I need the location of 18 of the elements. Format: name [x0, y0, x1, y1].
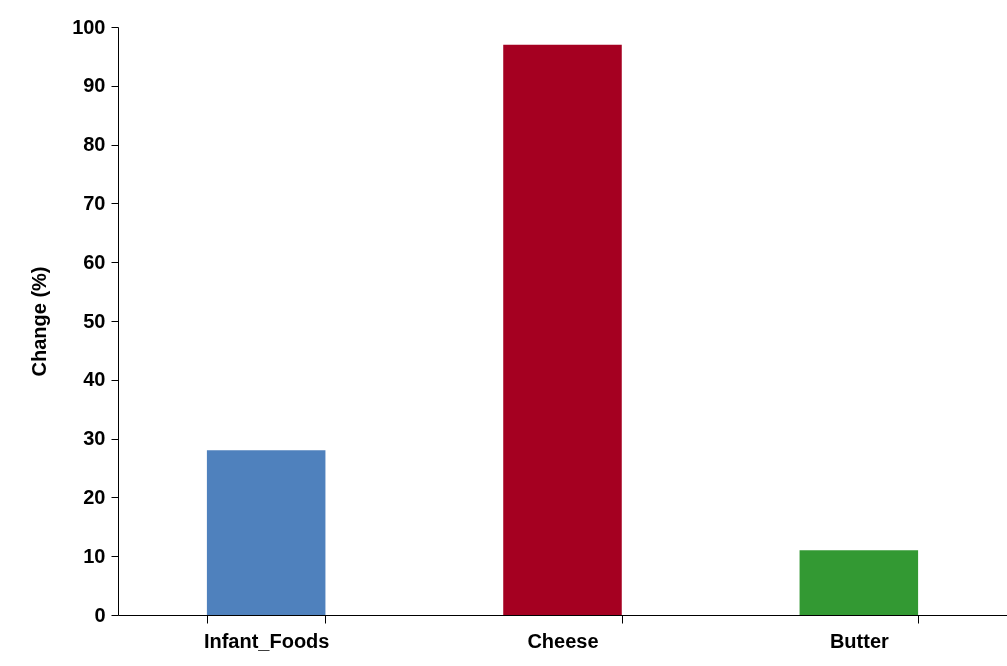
- y-axis-title: Change (%): [28, 266, 51, 377]
- y-tick-label: 0: [94, 603, 106, 626]
- bar: [799, 550, 919, 615]
- y-tick-label: 70: [83, 191, 106, 214]
- x-tick-label: Infant_Foods: [203, 629, 330, 652]
- x-tick-label: Cheese: [527, 629, 599, 652]
- y-tick-label: 40: [83, 368, 106, 391]
- y-tick-label: 90: [83, 74, 106, 97]
- x-tick-label: Butter: [829, 629, 889, 652]
- bar: [503, 44, 622, 615]
- y-tick-label: 20: [83, 485, 106, 508]
- y-tick-label: 30: [83, 427, 106, 450]
- bar: [206, 450, 326, 615]
- y-tick-label: 80: [83, 133, 106, 156]
- y-tick-label: 10: [83, 544, 106, 567]
- y-tick-label: 60: [83, 250, 106, 273]
- y-tick-label: 50: [83, 309, 106, 332]
- y-tick-label: 100: [72, 15, 106, 38]
